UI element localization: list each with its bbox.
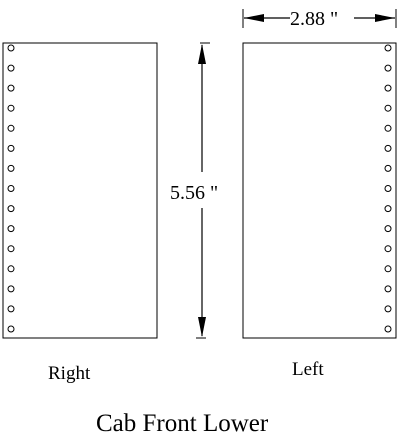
right-panel-outline <box>2 42 158 339</box>
left-panel-hole <box>384 225 392 233</box>
height-dimension-label: 5.56 " <box>170 182 218 204</box>
left-panel-label: Left <box>292 359 324 380</box>
left-panel-hole <box>384 265 392 273</box>
right-panel-hole <box>7 124 15 132</box>
left-panel <box>242 42 397 339</box>
width-dimension-label: 2.88 " <box>290 8 338 30</box>
right-panel-hole <box>7 265 15 273</box>
right-panel-hole <box>7 44 15 52</box>
right-panel <box>2 42 158 339</box>
left-panel-hole <box>384 285 392 293</box>
left-panel-hole <box>384 325 392 333</box>
right-panel-label: Right <box>48 363 91 384</box>
height-dimension: 5.56 " <box>170 42 218 339</box>
right-panel-hole <box>7 64 15 72</box>
left-panel-hole <box>384 164 392 172</box>
height-arrow-up <box>198 44 206 64</box>
right-panel-hole <box>7 205 15 213</box>
right-panel-hole <box>7 104 15 112</box>
right-panel-hole <box>7 164 15 172</box>
diagram-title: Cab Front Lower <box>96 410 269 437</box>
right-panel-hole <box>7 305 15 313</box>
right-panel-holes <box>7 44 15 333</box>
right-panel-hole <box>7 225 15 233</box>
width-arrow-right <box>375 14 395 22</box>
right-panel-hole <box>7 185 15 192</box>
left-panel-hole <box>384 84 392 92</box>
left-panel-hole <box>384 104 392 112</box>
left-panel-hole <box>384 64 392 72</box>
right-panel-hole <box>7 84 15 92</box>
left-panel-hole <box>384 124 392 132</box>
left-panel-hole <box>384 305 392 313</box>
width-dimension: 2.88 " <box>242 8 397 30</box>
height-arrow-down <box>198 317 206 337</box>
width-arrow-left <box>244 14 264 22</box>
left-panel-hole <box>384 205 392 213</box>
right-panel-hole <box>7 285 15 293</box>
left-panel-hole <box>384 144 392 152</box>
right-panel-hole <box>7 325 15 333</box>
right-panel-hole <box>7 245 15 253</box>
left-panel-hole <box>384 245 392 253</box>
left-panel-outline <box>242 42 397 339</box>
left-panel-hole <box>384 44 392 52</box>
left-panel-holes <box>384 44 392 333</box>
right-panel-hole <box>7 144 15 152</box>
left-panel-hole <box>384 185 392 192</box>
